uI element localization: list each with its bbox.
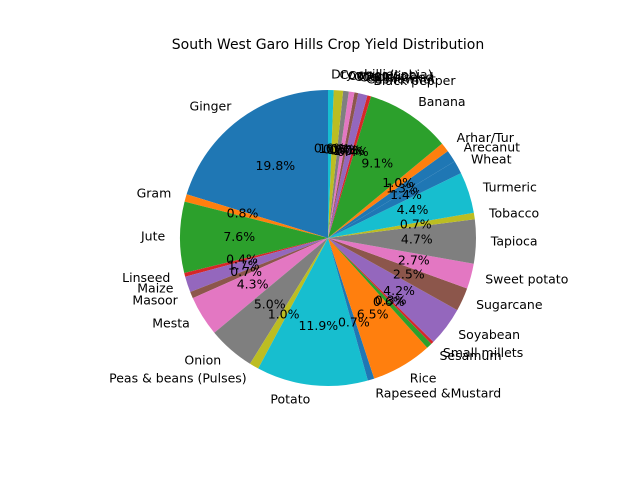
slice-label: Tobacco	[488, 205, 539, 220]
slice-label: Maize	[137, 281, 173, 296]
slice-label: Dry chillies	[331, 67, 400, 82]
pie-slice	[328, 95, 372, 238]
pie-slice	[328, 173, 474, 238]
pie-slice	[249, 238, 328, 369]
slice-percent-label: 0.7%	[338, 314, 370, 329]
pie-slice	[328, 90, 334, 238]
pie-slice	[328, 90, 344, 239]
slice-label: Rice	[410, 370, 437, 385]
slice-percent-label: 6.5%	[357, 306, 389, 321]
pie-slice	[184, 194, 328, 238]
slice-percent-label: 4.7%	[401, 232, 433, 247]
pie-slices	[180, 90, 476, 387]
slice-label: Jute	[140, 229, 166, 244]
slice-label: Linseed	[122, 270, 170, 285]
slice-label: Sweet potato	[485, 272, 568, 287]
slice-label: Peas & beans (Pulses)	[109, 371, 247, 386]
slice-percent-label: 0.4%	[329, 142, 361, 157]
pie-slice	[328, 212, 475, 238]
slice-label: Cowpea(Lobia)	[339, 67, 432, 82]
slice-label: Wheat	[471, 152, 512, 167]
slice-percent-label: 1.7%	[228, 257, 260, 272]
pie-slice	[328, 238, 458, 342]
slice-label: Coconut	[354, 69, 406, 84]
pie-slice	[192, 238, 328, 333]
pie-slice	[328, 90, 349, 238]
slice-percent-label: 0.8%	[227, 205, 259, 220]
slice-label: Masoor	[132, 292, 178, 307]
slice-label: Cashewnut	[366, 71, 436, 86]
slice-percent-label: 9.1%	[361, 156, 393, 171]
slice-percent-label: 0.4%	[337, 144, 369, 159]
slice-percent-labels: 19.8%0.8%7.6%0.4%1.7%0.7%4.3%5.0%1.0%11.…	[223, 141, 432, 333]
pie-slice	[328, 238, 434, 344]
pie-slice	[328, 161, 462, 238]
pie-slice	[328, 219, 476, 264]
slice-label: Mesta	[152, 316, 190, 331]
slice-label: Gram	[137, 185, 172, 200]
slice-label: Castor seed	[359, 70, 433, 85]
slice-label: Small millets	[443, 345, 523, 360]
slice-percent-label: 1.3%	[386, 180, 418, 195]
pie-slice	[328, 91, 355, 238]
slice-label: Cotton(lint)	[348, 68, 419, 83]
pie-slice	[328, 92, 359, 238]
pie-slice	[184, 238, 328, 277]
slice-label: Arecanut	[464, 140, 520, 155]
pie-slice	[328, 238, 432, 348]
slice-percent-label: 19.8%	[255, 158, 295, 173]
slice-label: Tapioca	[490, 233, 538, 248]
slice-percent-label: 2.5%	[393, 266, 425, 281]
pie-slice	[328, 238, 468, 311]
slice-label: Arhar/Tur	[457, 130, 515, 145]
slice-label: Banana	[418, 94, 465, 109]
slice-percent-label: 0.7%	[230, 264, 262, 279]
slice-percent-label: 1.0%	[382, 175, 414, 190]
slice-percent-label: 1.0%	[318, 141, 350, 156]
slice-label: Soyabean	[458, 327, 520, 342]
slice-percent-label: 11.9%	[298, 318, 338, 333]
slice-percent-label: 0.4%	[226, 252, 258, 267]
slice-label: Turmeric	[482, 179, 537, 194]
pie-slice	[328, 238, 428, 379]
slice-percent-label: 5.0%	[254, 297, 286, 312]
slice-percent-label: 0.6%	[326, 142, 358, 157]
slice-percent-label: 0.3%	[375, 292, 407, 307]
pie-slice	[190, 238, 328, 299]
slice-percent-label: 0.7%	[400, 216, 432, 231]
slice-percent-label: 7.6%	[223, 229, 255, 244]
pie-slice	[328, 93, 368, 238]
pie-slice	[214, 238, 328, 364]
slice-percent-label: 0.6%	[373, 294, 405, 309]
slice-label: Potato	[270, 391, 310, 406]
slice-label: Rapeseed &Mustard	[375, 385, 501, 400]
slice-percent-label: 4.2%	[383, 283, 415, 298]
slice-percent-label: 1.0%	[268, 306, 300, 321]
pie-slice	[186, 90, 328, 238]
pie-slice	[328, 238, 375, 381]
slice-label: Sesamum	[439, 348, 501, 363]
slice-label: Onion	[184, 352, 221, 367]
pie-slice	[185, 238, 328, 293]
slice-percent-label: 4.3%	[237, 276, 269, 291]
slice-label: Sugarcane	[476, 297, 543, 312]
slice-percent-label: 0.6%	[314, 141, 346, 156]
chart-title: South West Garo Hills Crop Yield Distrib…	[172, 37, 484, 53]
slice-percent-label: 0.6%	[323, 141, 355, 156]
slice-percent-label: 2.7%	[398, 252, 430, 267]
slice-percent-label: 1.4%	[390, 187, 422, 202]
pie-slice	[328, 151, 455, 238]
slice-percent-label: 1.0%	[333, 143, 365, 158]
pie-slice	[328, 96, 442, 239]
pie-slice	[328, 238, 474, 289]
pie-slice	[180, 201, 328, 274]
slice-percent-label: 4.4%	[397, 202, 429, 217]
pie-slice	[258, 238, 368, 387]
slice-label: Black pepper	[373, 73, 456, 88]
slice-label: Ginger	[190, 98, 233, 113]
pie-slice	[328, 143, 448, 238]
